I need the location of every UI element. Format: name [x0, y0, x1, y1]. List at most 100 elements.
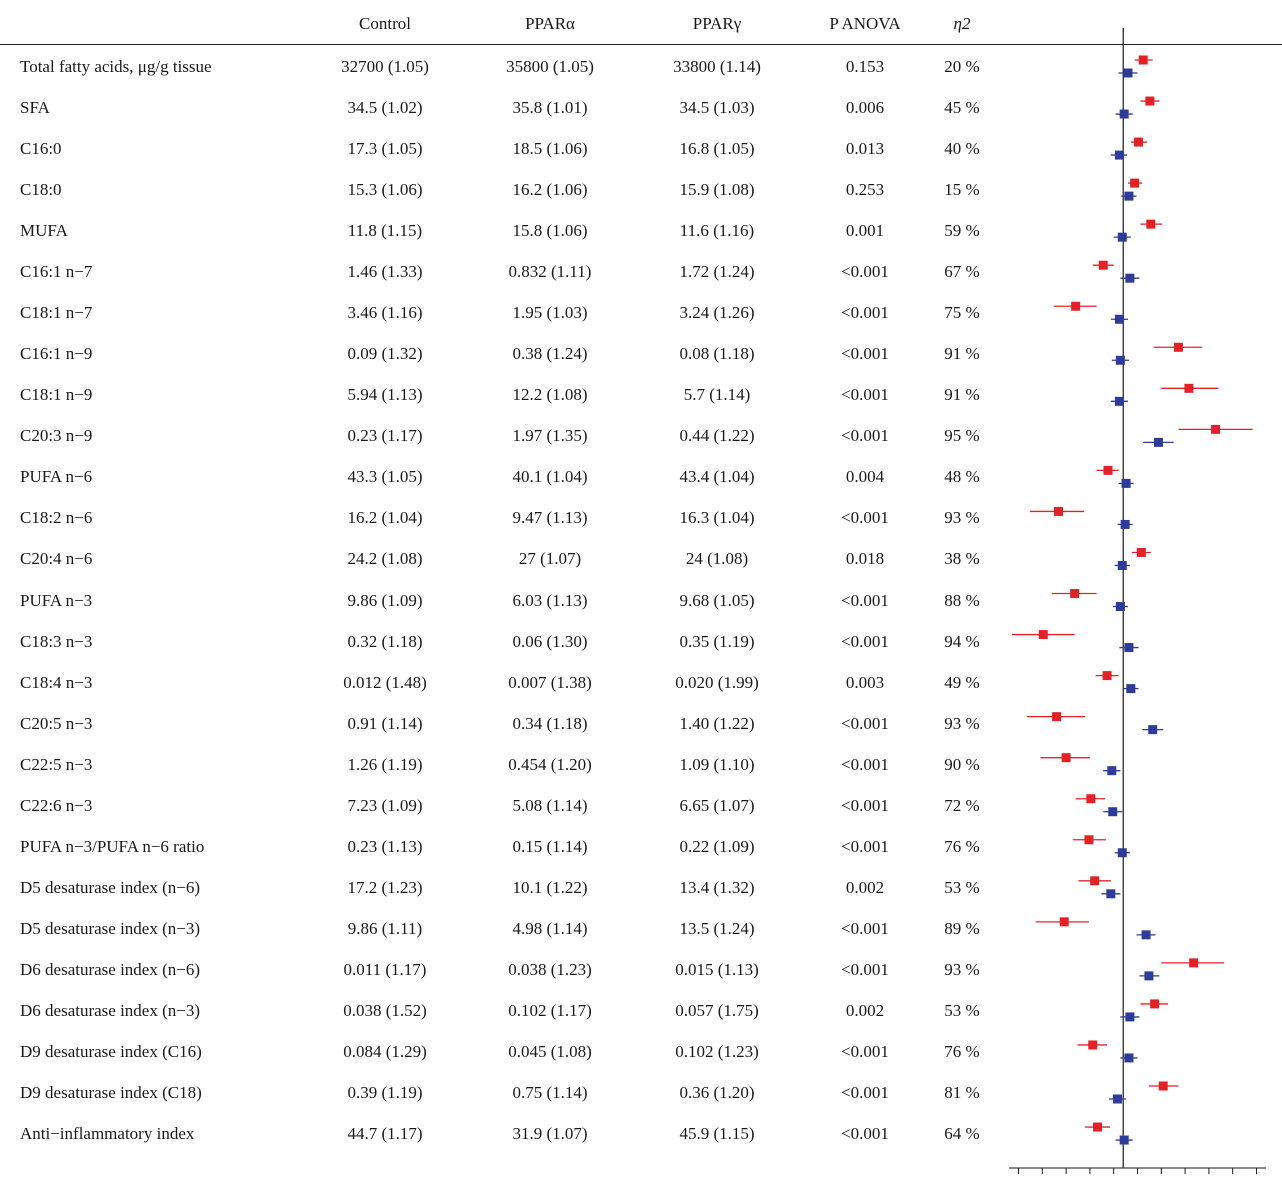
- table-row: Total fatty acids, μg/g tissue 32700 (1.0…: [0, 55, 1000, 79]
- cell-control: 9.86 (1.11): [347, 918, 423, 938]
- cell-p-anova: <0.001: [841, 1124, 889, 1144]
- point-estimate-ppar-gamma: [1117, 848, 1127, 858]
- row-label: D6 desaturase index (n−3): [20, 1000, 201, 1020]
- cell-p-anova: <0.001: [841, 754, 889, 774]
- cell-p-anova: <0.001: [841, 959, 889, 979]
- cell-ppar-gamma: 1.09 (1.10): [679, 754, 755, 774]
- cell-control: 43.3 (1.05): [347, 467, 423, 487]
- cell-ppar-gamma: 0.36 (1.20): [679, 1083, 755, 1102]
- point-estimate-ppar-alpha: [1130, 178, 1140, 188]
- cell-p-anova: <0.001: [841, 713, 889, 733]
- cell-ppar-gamma: 16.8 (1.05): [679, 139, 755, 159]
- cell-eta-squared: 75 %: [944, 303, 980, 323]
- cell-control: 11.8 (1.15): [347, 221, 423, 241]
- cell-control: 7.23 (1.09): [347, 795, 423, 815]
- cell-eta-squared: 72 %: [944, 795, 980, 815]
- table-row: C20:5 n−3 0.91 (1.14) 0.34 (1.18) 1.40 (1.2…: [0, 712, 1000, 736]
- table-row: C22:5 n−3 1.26 (1.19) 0.454 (1.20) 1.09 (1.…: [0, 753, 1000, 777]
- cell-ppar-gamma: 45.9 (1.15): [679, 1124, 755, 1144]
- row-label: C18:1 n−9: [20, 385, 93, 405]
- cell-ppar-alpha: 0.038 (1.23): [508, 959, 592, 979]
- point-estimate-ppar-alpha: [1071, 301, 1081, 311]
- point-estimate-ppar-gamma: [1114, 396, 1124, 406]
- row-label: C18:2 n−6: [20, 508, 93, 528]
- cell-p-anova: 0.001: [845, 221, 885, 241]
- cell-ppar-alpha: 0.75 (1.14): [512, 1083, 588, 1102]
- table-row: C18:1 n−9 5.94 (1.13) 12.2 (1.08) 5.7 (1.14…: [0, 383, 1000, 407]
- cell-eta-squared: 20 %: [944, 57, 980, 76]
- cell-ppar-gamma: 43.4 (1.04): [679, 467, 755, 487]
- cell-eta-squared: 94 %: [944, 631, 980, 651]
- point-estimate-ppar-gamma: [1115, 355, 1125, 365]
- cell-ppar-gamma: 0.102 (1.23): [675, 1041, 759, 1061]
- cell-ppar-gamma: 1.40 (1.22): [679, 713, 755, 733]
- cell-control: 17.2 (1.23): [347, 877, 423, 897]
- cell-eta-squared: 15 %: [944, 180, 980, 200]
- table-row: PUFA n−3/PUFA n−6 ratio 0.23 (1.13) 0.15 (…: [0, 835, 1000, 859]
- row-label: Anti−inflammatory index: [20, 1124, 195, 1144]
- point-estimate-ppar-alpha: [1145, 96, 1155, 106]
- cell-ppar-alpha: 31.9 (1.07): [512, 1124, 588, 1144]
- point-estimate-ppar-alpha: [1086, 794, 1096, 804]
- point-estimate-ppar-gamma: [1117, 560, 1127, 570]
- cell-ppar-gamma: 0.020 (1.99): [675, 672, 759, 692]
- point-estimate-ppar-alpha: [1038, 630, 1048, 640]
- row-label: D9 desaturase index (C16): [20, 1041, 202, 1061]
- cell-ppar-alpha: 18.5 (1.06): [512, 139, 588, 159]
- cell-control: 9.86 (1.09): [347, 590, 423, 610]
- cell-ppar-alpha: 0.15 (1.14): [512, 836, 588, 856]
- point-estimate-ppar-gamma: [1124, 191, 1134, 201]
- cell-ppar-alpha: 9.47 (1.13): [512, 508, 588, 528]
- table-row: D6 desaturase index (n−6) 0.011 (1.17) 0.0…: [0, 958, 1000, 982]
- point-estimate-ppar-gamma: [1124, 643, 1134, 653]
- cell-control: 15.3 (1.06): [347, 180, 423, 200]
- table-row: C20:3 n−9 0.23 (1.17) 1.97 (1.35) 0.44 (1.2…: [0, 424, 1000, 448]
- cell-control: 0.09 (1.32): [347, 344, 423, 364]
- cell-eta-squared: 90 %: [944, 754, 980, 774]
- row-label: C20:3 n−9: [20, 426, 93, 446]
- point-estimate-ppar-alpha: [1070, 589, 1080, 599]
- cell-eta-squared: 93 %: [944, 713, 980, 733]
- cell-p-anova: <0.001: [841, 508, 889, 528]
- table-row: D6 desaturase index (n−3) 0.038 (1.52) 0.1…: [0, 999, 1000, 1023]
- point-estimate-ppar-alpha: [1102, 671, 1112, 681]
- row-label: C18:1 n−7: [20, 303, 93, 323]
- cell-ppar-alpha: 15.8 (1.06): [512, 221, 588, 241]
- row-label: C16:1 n−7: [20, 262, 93, 282]
- header-ppar-alpha: PPARα: [525, 14, 575, 33]
- point-estimate-ppar-gamma: [1114, 314, 1124, 324]
- row-label: C18:4 n−3: [20, 672, 93, 692]
- cell-ppar-alpha: 0.007 (1.38): [508, 672, 592, 692]
- cell-control: 3.46 (1.16): [347, 303, 423, 323]
- header-p-anova: P ANOVA: [829, 14, 901, 33]
- cell-ppar-gamma: 5.7 (1.14): [683, 385, 751, 405]
- point-estimate-ppar-gamma: [1119, 109, 1129, 119]
- header-eta-squared: η2: [953, 14, 971, 33]
- cell-p-anova: 0.003: [845, 672, 885, 692]
- cell-control: 0.084 (1.29): [343, 1041, 427, 1061]
- point-estimate-ppar-gamma: [1153, 437, 1163, 447]
- cell-eta-squared: 53 %: [944, 877, 980, 897]
- cell-control: 32700 (1.05): [341, 57, 429, 76]
- row-label: PUFA n−3: [20, 590, 93, 610]
- row-label: D9 desaturase index (C18): [20, 1083, 202, 1102]
- point-estimate-ppar-alpha: [1090, 876, 1100, 886]
- cell-control: 0.23 (1.17): [347, 426, 423, 446]
- row-label: C22:6 n−3: [20, 795, 93, 815]
- point-estimate-ppar-alpha: [1173, 342, 1183, 352]
- cell-p-anova: 0.002: [845, 1000, 885, 1020]
- cell-ppar-alpha: 0.045 (1.08): [508, 1041, 592, 1061]
- point-estimate-ppar-gamma: [1114, 150, 1124, 160]
- cell-eta-squared: 67 %: [944, 262, 980, 282]
- point-estimate-ppar-alpha: [1146, 219, 1156, 229]
- row-label: SFA: [20, 98, 50, 118]
- table-row: C18:2 n−6 16.2 (1.04) 9.47 (1.13) 16.3 (1.0…: [0, 506, 1000, 530]
- point-estimate-ppar-alpha: [1093, 1122, 1103, 1132]
- cell-eta-squared: 91 %: [944, 385, 980, 405]
- point-estimate-ppar-alpha: [1184, 383, 1194, 393]
- table-row: C16:1 n−9 0.09 (1.32) 0.38 (1.24) 0.08 (1.1…: [0, 342, 1000, 366]
- point-estimate-ppar-alpha: [1053, 506, 1063, 516]
- cell-p-anova: <0.001: [841, 1083, 889, 1102]
- cell-ppar-alpha: 12.2 (1.08): [512, 385, 588, 405]
- point-estimate-ppar-gamma: [1108, 807, 1118, 817]
